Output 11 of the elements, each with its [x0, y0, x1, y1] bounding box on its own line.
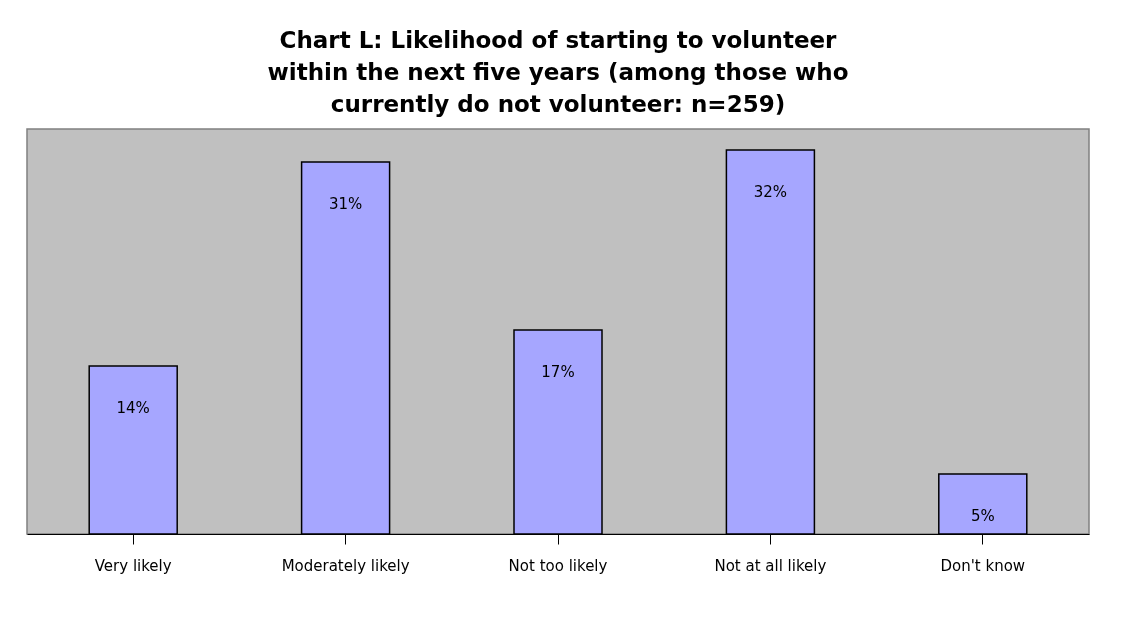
data-label: 32%	[753, 182, 788, 201]
chart-title: Chart L: Likelihood of starting to volunteer within the next five years (among those who currently do not volunteer: n=259)	[267, 27, 849, 117]
data-label: 31%	[328, 194, 363, 213]
data-label: 14%	[116, 398, 150, 417]
x-tick-label: Not at all likely	[714, 556, 827, 575]
x-tick-label: Moderately likely	[281, 556, 410, 575]
x-tick-label: Not too likely	[508, 556, 608, 575]
x-tick-label: Don't know	[940, 556, 1026, 575]
data-label: 17%	[541, 362, 575, 381]
data-label: 5%	[970, 506, 995, 525]
x-tick-label: Very likely	[94, 556, 172, 575]
